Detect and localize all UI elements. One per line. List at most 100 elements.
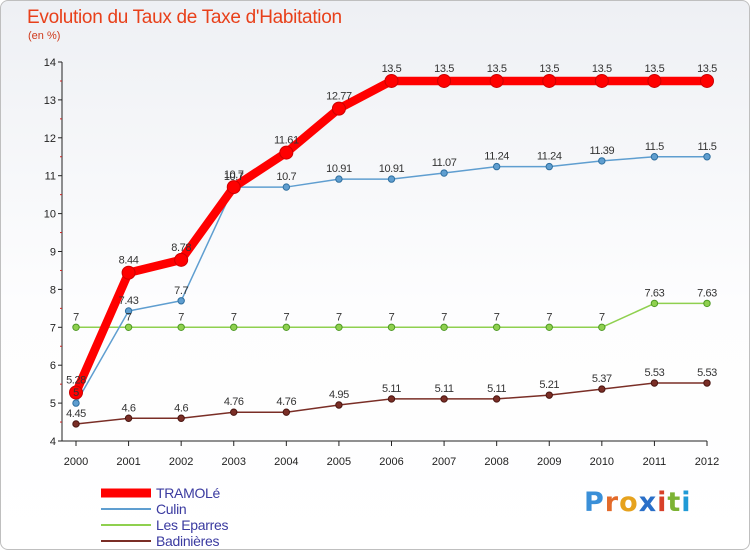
data-point-les-eparres <box>282 323 291 331</box>
chart-title: Evolution du Taux de Taxe d'Habitation <box>27 7 342 28</box>
x-tick-label: 2003 <box>222 456 246 468</box>
data-label-badinieres: 4.76 <box>276 396 296 408</box>
series-line-culin <box>75 156 708 404</box>
data-point-badinieres <box>282 408 291 416</box>
x-tick-label: 2005 <box>327 456 351 468</box>
logo-letter: x <box>638 487 658 518</box>
y-tick-label: 9 <box>50 247 56 259</box>
proxiti-logo: Proxiti <box>584 487 692 518</box>
logo-letter: P <box>584 487 605 518</box>
data-label-tramole: 13.5 <box>382 63 402 75</box>
x-tick-label: 2007 <box>432 456 456 468</box>
data-label-tramole: 5.28 <box>66 374 86 386</box>
data-point-les-eparres <box>177 323 185 331</box>
data-label-culin: 11.24 <box>484 151 509 163</box>
data-label-les-eparres: 7 <box>336 311 342 323</box>
data-label-tramole: 13.5 <box>434 63 454 75</box>
data-label-tramole: 8.78 <box>171 242 191 254</box>
legend-label-badinieres: Badinières <box>156 533 220 549</box>
data-label-les-eparres: 7 <box>599 311 605 323</box>
legend-swatch-culin <box>101 508 151 510</box>
data-point-tramole <box>647 73 662 88</box>
y-tick-label: 4 <box>50 436 56 448</box>
data-point-culin <box>387 175 396 183</box>
series-line-tramole <box>71 76 712 397</box>
y-tick-label: 12 <box>44 133 56 145</box>
y-tick-label: 14 <box>44 57 56 69</box>
logo-letter: i <box>681 487 692 518</box>
data-label-badinieres: 4.6 <box>174 402 188 414</box>
y-tick-label: 6 <box>50 360 56 372</box>
logo-letter: t <box>667 487 682 518</box>
data-label-badinieres: 5.11 <box>435 383 454 395</box>
data-label-tramole: 8.44 <box>119 255 139 267</box>
data-point-culin <box>124 307 133 315</box>
data-label-badinieres: 5.11 <box>382 383 401 395</box>
data-point-culin <box>282 183 291 191</box>
data-point-tramole <box>489 73 504 88</box>
data-label-culin: 10.91 <box>326 163 352 175</box>
data-label-culin: 11.5 <box>645 141 664 153</box>
data-label-badinieres: 4.6 <box>122 402 136 414</box>
data-point-tramole <box>226 180 241 195</box>
data-label-tramole: 13.5 <box>592 63 612 75</box>
data-label-tramole: 13.5 <box>539 63 559 75</box>
data-point-badinieres <box>545 391 553 399</box>
data-label-culin: 7.43 <box>119 295 139 307</box>
data-label-les-eparres: 7 <box>126 311 132 323</box>
data-label-tramole: 12.77 <box>326 91 352 103</box>
data-label-les-eparres: 7.63 <box>697 287 717 299</box>
x-tick-label: 2001 <box>116 456 140 468</box>
data-point-culin <box>440 169 448 177</box>
legend-swatch-badinieres <box>101 540 151 542</box>
x-tick-label: 2010 <box>590 456 614 468</box>
data-label-badinieres: 4.76 <box>224 396 244 408</box>
data-point-les-eparres <box>545 323 553 331</box>
x-tick-label: 2012 <box>695 456 719 468</box>
data-label-culin: 10.91 <box>379 163 405 175</box>
data-label-culin: 11.5 <box>698 141 717 153</box>
x-tick-label: 2009 <box>537 456 561 468</box>
data-point-les-eparres <box>72 323 80 331</box>
data-point-les-eparres <box>440 323 448 331</box>
data-point-badinieres <box>230 408 238 416</box>
logo-letter: o <box>619 487 639 518</box>
y-tick-label: 10 <box>44 209 56 221</box>
data-point-tramole <box>700 73 714 88</box>
data-point-culin <box>545 162 553 171</box>
data-label-les-eparres: 7 <box>283 311 289 323</box>
legend-label-tramole: TRAMOLé <box>156 485 221 501</box>
data-point-badinieres <box>387 395 396 403</box>
data-label-badinieres: 5.53 <box>697 367 717 379</box>
data-point-badinieres <box>440 395 448 403</box>
y-tick-label: 8 <box>50 284 56 296</box>
data-label-les-eparres: 7 <box>546 311 552 323</box>
data-label-les-eparres: 7 <box>494 311 500 323</box>
data-label-tramole: 13.5 <box>645 63 665 75</box>
data-label-badinieres: 4.45 <box>66 408 86 420</box>
data-point-tramole <box>331 101 346 116</box>
data-point-badinieres <box>335 401 343 409</box>
data-point-culin <box>703 153 711 161</box>
data-label-tramole: 13.5 <box>487 63 507 75</box>
data-point-culin <box>650 153 659 161</box>
y-tick-label: 13 <box>44 95 56 107</box>
data-point-culin <box>72 399 80 407</box>
data-point-tramole <box>542 73 557 88</box>
data-label-les-eparres: 7 <box>441 311 447 323</box>
x-tick-label: 2004 <box>274 456 298 468</box>
data-point-les-eparres <box>650 299 659 308</box>
data-point-les-eparres <box>598 323 606 331</box>
data-point-badinieres <box>72 420 80 428</box>
legend-label-culin: Culin <box>156 501 187 517</box>
data-point-culin <box>598 157 606 165</box>
data-label-tramole: 13.5 <box>697 63 717 75</box>
data-point-tramole <box>384 73 399 88</box>
data-point-culin <box>335 175 343 183</box>
data-label-tramole: 10.7 <box>224 169 244 181</box>
data-point-les-eparres <box>230 323 238 331</box>
data-label-les-eparres: 7 <box>389 311 395 323</box>
data-point-tramole <box>121 265 136 280</box>
data-label-badinieres: 5.21 <box>539 379 559 391</box>
